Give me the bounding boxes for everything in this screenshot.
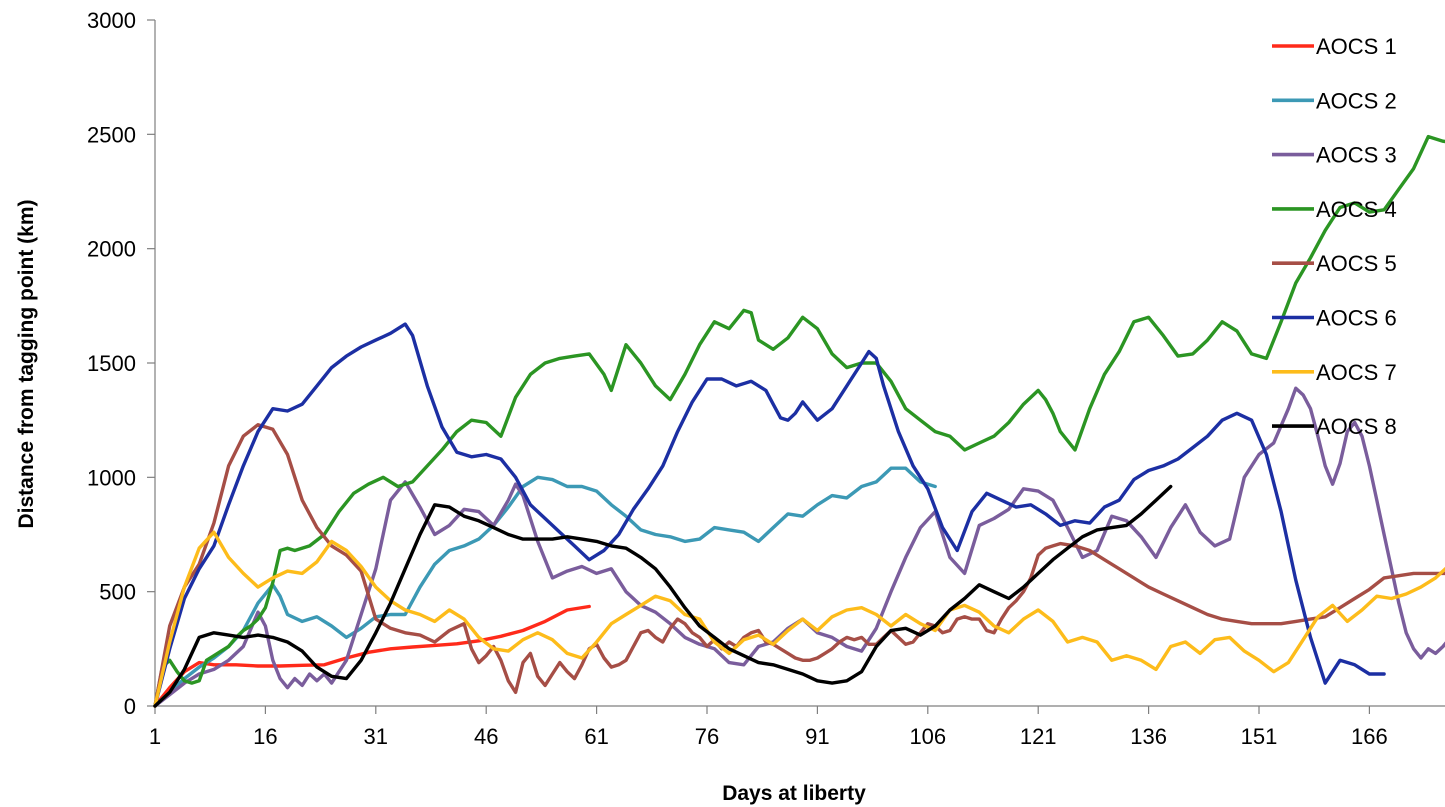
y-tick-label: 1500 [87,351,136,376]
y-axis-title: Distance from tagging point (km) [15,199,38,528]
legend-label: AOCS 7 [1316,360,1397,385]
x-tick-label: 151 [1241,724,1278,749]
legend-label: AOCS 1 [1316,34,1397,59]
x-tick-label: 166 [1351,724,1388,749]
y-tick-label: 2500 [87,122,136,147]
series-line-aocs-5 [153,423,1445,708]
y-tick-label: 2000 [87,237,136,262]
x-tick-label: 1 [149,724,161,749]
y-tick-label: 0 [124,694,136,719]
legend-label: AOCS 3 [1316,143,1397,168]
series-lines [153,134,1445,708]
x-tick-label: 61 [584,724,608,749]
legend-label: AOCS 4 [1316,197,1397,222]
series-line-aocs-4 [153,134,1445,708]
x-tick-label: 76 [695,724,719,749]
x-axis-title: Days at liberty [722,782,866,805]
legend: AOCS 1 AOCS 2 AOCS 3 AOCS 4 AOCS 5 AOCS 6 AOCS… [1272,34,1397,439]
x-tick-label: 46 [474,724,498,749]
series-line-aocs-2 [153,466,937,708]
x-tick-label: 31 [364,724,388,749]
x-tick-label: 16 [253,724,277,749]
y-tick-label: 500 [99,580,136,605]
series-line-aocs-7 [153,530,1445,708]
x-tick-label: 106 [909,724,946,749]
legend-label: AOCS 5 [1316,251,1397,276]
series-line-aocs-8 [153,484,1173,708]
x-tick-label: 121 [1020,724,1057,749]
legend-label: AOCS 2 [1316,88,1397,113]
legend-label: AOCS 8 [1316,414,1397,439]
series-line-aocs-6 [153,322,1386,708]
x-tick-label: 91 [805,724,829,749]
x-tick-label: 136 [1130,724,1167,749]
series-line-aocs-3 [153,386,1445,708]
axes: 0 500 1000 1500 2000 2500 3000 1 16 31 46 61 76 91 106… [87,8,1445,749]
legend-label: AOCS 6 [1316,306,1397,331]
y-tick-label: 1000 [87,465,136,490]
y-tick-label: 3000 [87,8,136,33]
